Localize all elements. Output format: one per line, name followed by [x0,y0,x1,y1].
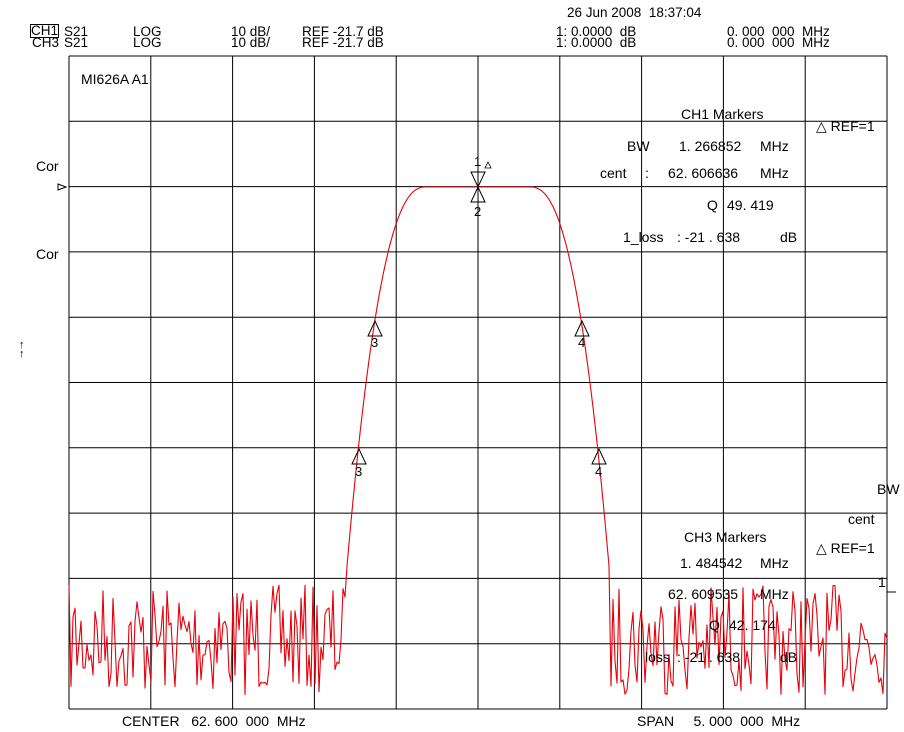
ch3-q-value: 42. 174 [729,617,776,633]
marker-1-label: 1 [474,154,481,169]
marker-4-lower[interactable]: 4 [591,447,607,479]
ch3-marker-frequency: 0. 000 000 MHz [727,35,830,50]
marker-4-label: 4 [578,335,585,350]
marker-3-lower[interactable]: 3 [351,447,367,479]
marker-1[interactable]: 1 [470,154,492,189]
span-frequency: SPAN 5. 000 000 MHz [637,713,801,729]
marker-4-label: 4 [595,464,602,479]
marker-3-label: 3 [371,335,378,350]
ch3-parameter: S21 [64,35,89,50]
ch3-cent-value: 62. 609535 [668,586,738,602]
ch1-marker-value: 1: 0.0000 dB [556,24,637,39]
marker-triangle-icon [351,447,367,465]
delta-icon [484,161,492,169]
ch1-parameter: S21 [64,24,89,39]
ch1-marker-frequency: 0. 000 000 MHz [727,24,830,39]
ch1-loss-unit: dB [780,229,797,245]
ch3-loss-value: : -21 . 638 [677,649,740,665]
marker-triangle-icon [470,171,486,189]
marker-triangle-icon [574,319,590,337]
ch1-loss-label: 1_loss [623,229,663,245]
ch1-bw-value: 1. 266852 [679,138,741,154]
ch3-bw-unit: MHz [760,555,789,571]
ch3-side-one-label: 1 [878,574,886,590]
ch1-cent-value: 62. 606636 [668,165,738,181]
reference-level-icon [57,183,68,191]
correction-label-ch1: Cor [36,158,59,174]
marker-4-upper[interactable]: 4 [574,319,590,350]
correction-label-ch3: Cor [36,246,59,262]
ch3-side-cent-label: cent [848,511,875,527]
center-frequency: CENTER 62. 600 000 MHz [122,713,306,729]
marker-2-label: 2 [474,204,481,219]
ch3-side-bw-label: BW [877,481,900,497]
ch3-markers-title: CH3 Markers [684,529,766,545]
ch3-bw-value: 1. 484542 [680,555,742,571]
ch3-format: LOG [133,35,162,50]
ch3-cent-unit: MHz [760,586,789,602]
up-arrow-icon: ↑ [19,339,25,351]
channel-3-indicator[interactable]: CH3 [32,35,60,50]
ch1-markers-title: CH1 Markers [681,106,763,122]
timestamp: 26 Jun 2008 18:37:04 [567,5,702,20]
marker-triangle-icon [470,185,486,203]
marker-2[interactable]: 2 [470,185,486,219]
up-arrow-icon: ↑ [19,348,25,360]
ch3-marker-value: 1: 0.0000 dB [556,35,637,50]
ch1-q-label: Q [707,197,718,213]
marker-3-label: 3 [355,464,362,479]
ch1-bw-label: BW [627,138,650,154]
ch1-format: LOG [133,24,162,39]
ch1-loss-value: : -21 . 638 [677,229,740,245]
channel-1-indicator[interactable]: CH1 [29,23,60,38]
ch3-ref-label: △ REF=1 [816,540,875,556]
ch1-q-value: 49. 419 [727,197,774,213]
ch1-ref-label: △ REF=1 [816,118,875,134]
ch3-loss-label: loss [645,649,670,665]
ch3-scale: 10 dB/ [231,35,271,50]
marker-triangle-icon [591,447,607,465]
marker-triangle-icon [367,319,383,337]
ch1-cent-label: cent [600,165,627,181]
ch1-cent-separator: : [645,165,649,181]
device-title: MI626A A1 [81,71,149,87]
ch3-reference: REF -21.7 dB [302,35,384,50]
ch1-bw-unit: MHz [760,138,789,154]
marker-3-upper[interactable]: 3 [367,319,383,350]
ch1-reference: REF -21.7 dB [302,24,384,39]
ch1-cent-unit: MHz [760,165,789,181]
ch3-loss-unit: dB [780,649,797,665]
ch1-scale: 10 dB/ [231,24,271,39]
ch3-q-label: Q [709,617,720,633]
